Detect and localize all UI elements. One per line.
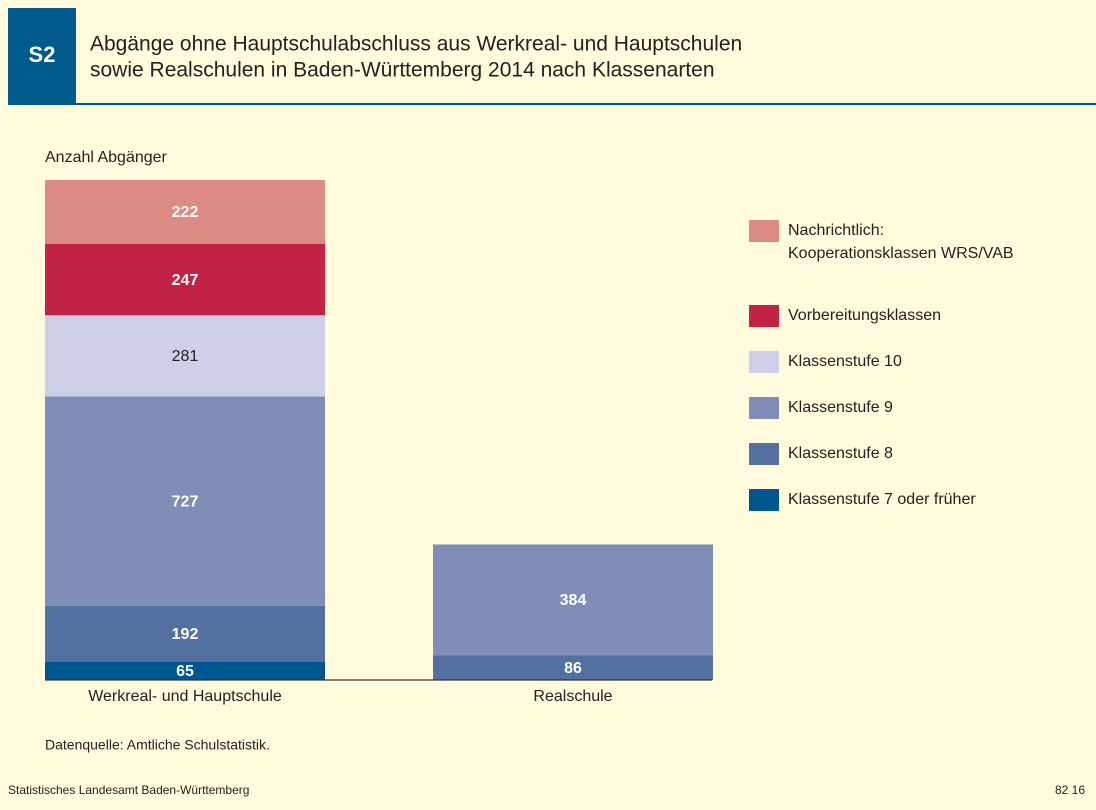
legend-swatch (749, 305, 779, 327)
bar-segment (45, 180, 325, 245)
value-label: 222 (172, 204, 199, 221)
value-label: 281 (172, 348, 199, 365)
bar-segment (45, 661, 325, 680)
badge: S2 (29, 42, 56, 67)
legend-swatch (749, 397, 779, 419)
legend-swatch (749, 489, 779, 511)
value-label: 65 (176, 663, 194, 680)
source: Datenquelle: Amtliche Schulstatistik. (45, 737, 270, 753)
footer-right: 82 16 (1055, 783, 1085, 797)
badge-box (8, 8, 76, 104)
legend-swatch (749, 443, 779, 465)
bar-segment (45, 605, 325, 662)
value-label: 384 (560, 592, 587, 609)
value-label: 86 (564, 660, 582, 677)
legend-label: Klassenstufe 7 oder früher (788, 491, 976, 508)
value-label: 192 (172, 626, 199, 643)
y-axis-label: Anzahl Abgänger (45, 149, 168, 166)
legend-label: Klassenstufe 8 (788, 445, 893, 462)
footer-left: Statistisches Landesamt Baden-Württember… (8, 783, 249, 797)
value-label: 727 (172, 493, 199, 510)
bar-segment (45, 396, 325, 606)
legend-label: Klassenstufe 10 (788, 353, 902, 370)
bar-segment (433, 544, 713, 656)
value-label: 247 (172, 272, 199, 289)
bar-segment (433, 655, 713, 680)
x-tick-label: Werkreal- und Hauptschule (88, 688, 282, 705)
title-line: sowie Realschulen in Baden-Württemberg 2… (90, 59, 715, 82)
legend-swatch (749, 220, 779, 242)
title-line: Abgänge ohne Hauptschulabschluss aus Wer… (90, 33, 742, 56)
legend-label: Klassenstufe 9 (788, 399, 893, 416)
legend-label: Vorbereitungsklassen (788, 307, 941, 324)
bar-segment (45, 315, 325, 397)
x-tick-label: Realschule (533, 688, 612, 705)
legend-label: Nachrichtlich: Kooperationsklassen WRS/VA… (788, 222, 1014, 262)
legend-swatch (749, 351, 779, 373)
bar-segment (45, 244, 325, 316)
